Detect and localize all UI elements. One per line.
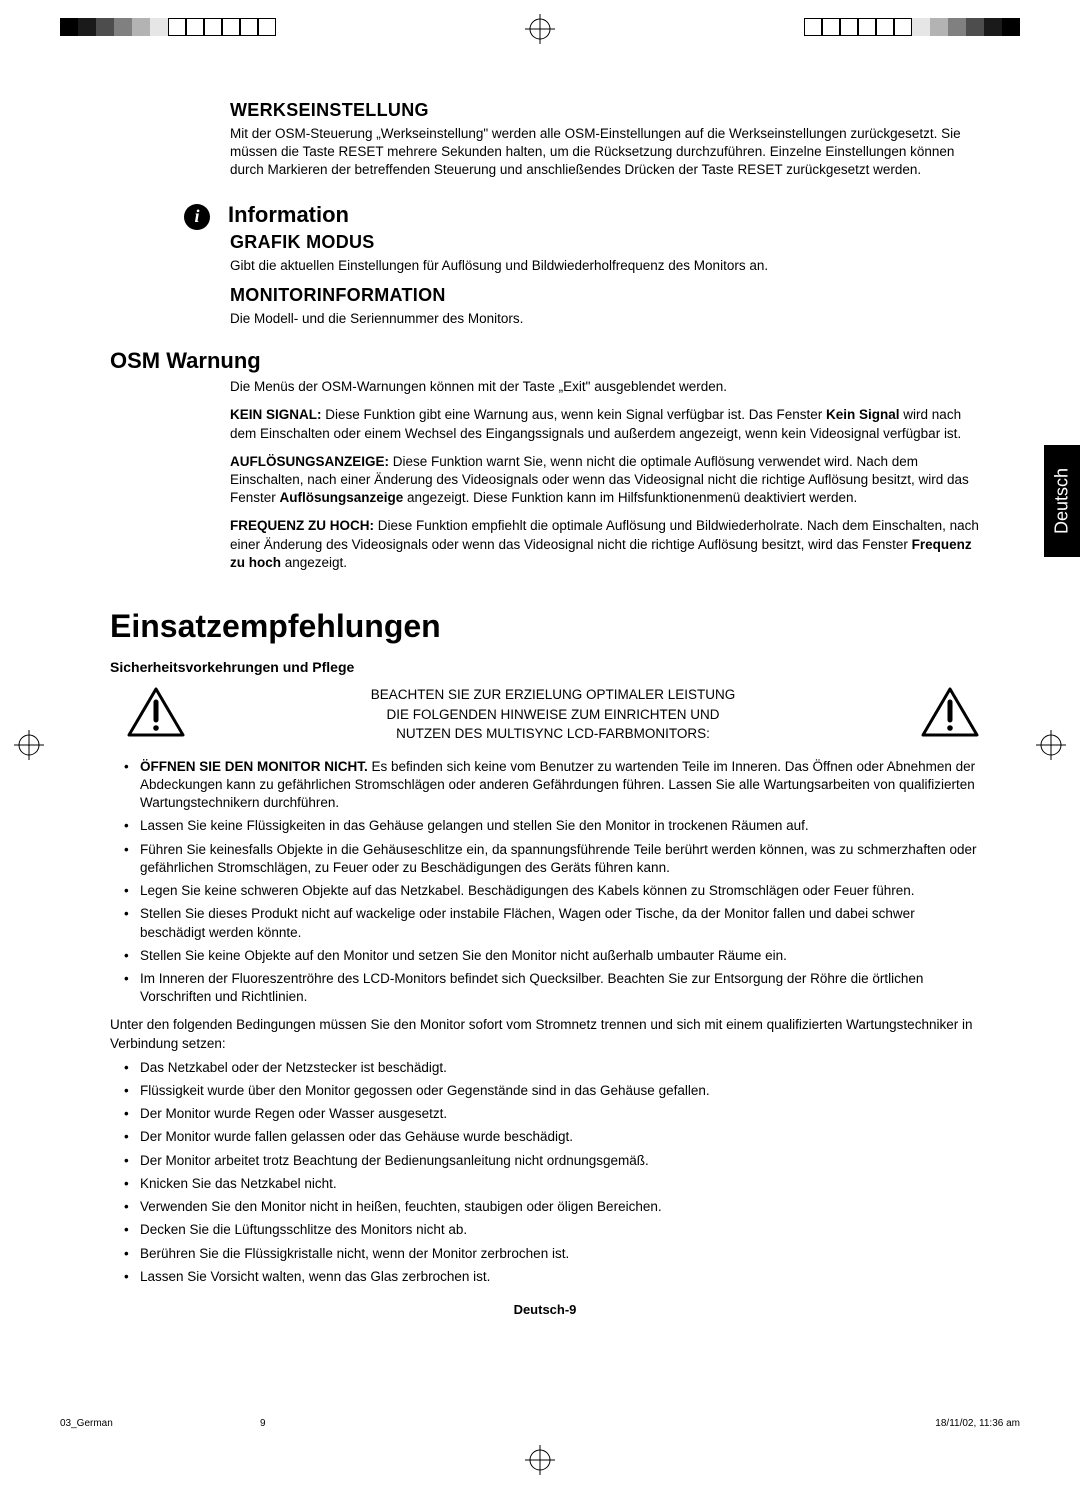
- safety-head: Sicherheitsvorkehrungen und Pflege: [110, 659, 980, 675]
- osm-p1-bold: KEIN SIGNAL:: [230, 407, 322, 422]
- mid-para: Unter den folgenden Bedingungen müssen S…: [110, 1016, 980, 1052]
- list-item: Der Monitor wurde Regen oder Wasser ausg…: [110, 1105, 980, 1123]
- osm-p2-bold: AUFLÖSUNGSANZEIGE:: [230, 454, 389, 469]
- safety-list-1: ÖFFNEN SIE DEN MONITOR NICHT. Es befinde…: [110, 758, 980, 1007]
- list-item: Lassen Sie keine Flüssigkeiten in das Ge…: [110, 817, 980, 835]
- meta-mid: 9: [260, 1418, 266, 1429]
- osm-p3-bold: FREQUENZ ZU HOCH:: [230, 518, 374, 533]
- reg-mark-bottom: [525, 1445, 555, 1475]
- einsatz-title: Einsatzempfehlungen: [110, 608, 980, 645]
- list-item: ÖFFNEN SIE DEN MONITOR NICHT. Es befinde…: [110, 758, 980, 813]
- list-item: Flüssigkeit wurde über den Monitor gegos…: [110, 1082, 980, 1100]
- list-item: Decken Sie die Lüftungsschlitze des Moni…: [110, 1221, 980, 1239]
- info-icon: i: [184, 204, 210, 230]
- monitor-body: Die Modell- und die Seriennummer des Mon…: [230, 310, 980, 328]
- crop-mark-tr: [804, 18, 1020, 36]
- list-item: Stellen Sie dieses Produkt nicht auf wac…: [110, 905, 980, 941]
- list-item: Lassen Sie Vorsicht walten, wenn das Gla…: [110, 1268, 980, 1286]
- list-item: Im Inneren der Fluoreszentröhre des LCD-…: [110, 970, 980, 1006]
- grafik-body: Gibt die aktuellen Einstellungen für Auf…: [230, 257, 980, 275]
- warning-triangle-icon: [126, 686, 186, 743]
- color-bar-tl: [60, 18, 276, 36]
- color-bar-tr: [804, 18, 1020, 36]
- bottom-meta: 03_German 9 18/11/02, 11:36 am: [60, 1418, 1020, 1429]
- list-item: Der Monitor arbeitet trotz Beachtung der…: [110, 1152, 980, 1170]
- reg-mark-top: [525, 14, 555, 44]
- meta-right: 18/11/02, 11:36 am: [935, 1418, 1020, 1429]
- list-item: Der Monitor wurde fallen gelassen oder d…: [110, 1128, 980, 1146]
- reg-mark-left: [14, 730, 44, 760]
- reg-mark-right: [1036, 730, 1066, 760]
- caution-row: BEACHTEN SIE ZUR ERZIELUNG OPTIMALER LEI…: [110, 685, 980, 744]
- werk-body: Mit der OSM-Steuerung „Werkseinstellung"…: [230, 125, 980, 180]
- list-item: Knicken Sie das Netzkabel nicht.: [110, 1175, 980, 1193]
- osm-p3: FREQUENZ ZU HOCH: Diese Funktion empfieh…: [230, 517, 980, 572]
- crop-mark-tl: [60, 18, 276, 36]
- list-item: Stellen Sie keine Objekte auf den Monito…: [110, 947, 980, 965]
- osm-title: OSM Warnung: [110, 348, 980, 374]
- osm-p1: KEIN SIGNAL: Diese Funktion gibt eine Wa…: [230, 406, 980, 442]
- list-item: Legen Sie keine schweren Objekte auf das…: [110, 882, 980, 900]
- meta-left: 03_German: [60, 1418, 113, 1429]
- grafik-title: GRAFIK MODUS: [230, 232, 980, 253]
- list-item: Berühren Sie die Flüssigkristalle nicht,…: [110, 1245, 980, 1263]
- list-item: Das Netzkabel oder der Netzstecker ist b…: [110, 1059, 980, 1077]
- monitor-title: MONITORINFORMATION: [230, 285, 980, 306]
- language-tab: Deutsch: [1044, 445, 1080, 557]
- warning-triangle-icon: [920, 686, 980, 743]
- info-title: Information: [228, 202, 349, 228]
- page-content: WERKSEINSTELLUNG Mit der OSM-Steuerung „…: [110, 100, 980, 1317]
- osm-p2: AUFLÖSUNGSANZEIGE: Diese Funktion warnt …: [230, 453, 980, 508]
- werk-title: WERKSEINSTELLUNG: [230, 100, 980, 121]
- list-item: Führen Sie keinesfalls Objekte in die Ge…: [110, 841, 980, 877]
- page-number: Deutsch-9: [110, 1302, 980, 1317]
- osm-intro: Die Menüs der OSM-Warnungen können mit d…: [230, 378, 980, 396]
- caution-text: BEACHTEN SIE ZUR ERZIELUNG OPTIMALER LEI…: [210, 685, 896, 744]
- safety-list-2: Das Netzkabel oder der Netzstecker ist b…: [110, 1059, 980, 1286]
- list-item: Verwenden Sie den Monitor nicht in heiße…: [110, 1198, 980, 1216]
